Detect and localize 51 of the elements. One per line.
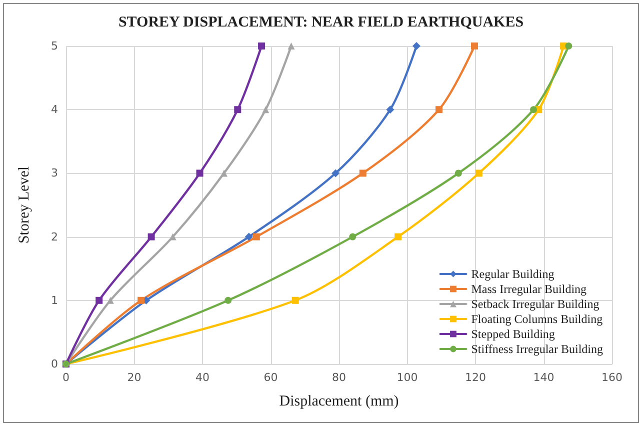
y-tick-label: 4 bbox=[51, 103, 58, 116]
point bbox=[530, 106, 538, 114]
point bbox=[138, 296, 145, 304]
y-tick-label: 5 bbox=[51, 40, 58, 52]
point bbox=[258, 42, 266, 50]
point bbox=[252, 233, 260, 240]
point bbox=[169, 233, 176, 240]
y-tick-label: 3 bbox=[51, 166, 58, 180]
x-tick-label: 100 bbox=[396, 371, 418, 384]
y-tick-label: 2 bbox=[51, 230, 58, 244]
x-tick-label: 80 bbox=[332, 371, 346, 384]
point bbox=[234, 106, 242, 114]
legend-label: Stepped Building bbox=[471, 327, 555, 341]
point bbox=[435, 106, 442, 114]
legend-label: Setback Irregular Building bbox=[471, 297, 600, 311]
point bbox=[386, 106, 394, 114]
legend-label: Floating Columns Building bbox=[471, 312, 603, 326]
chart-title: STOREY DISPLACEMENT: NEAR FIELD EARTHQUAKES bbox=[118, 14, 524, 30]
x-tick-label: 0 bbox=[62, 371, 70, 384]
point bbox=[262, 106, 270, 114]
point bbox=[106, 296, 114, 304]
x-tick-label: 20 bbox=[127, 371, 142, 384]
point bbox=[359, 170, 366, 177]
x-tick-label: 60 bbox=[264, 371, 278, 384]
point bbox=[394, 233, 402, 240]
point bbox=[244, 232, 253, 241]
point bbox=[292, 296, 299, 304]
y-tick-label: 1 bbox=[51, 294, 58, 307]
point bbox=[224, 296, 232, 304]
point bbox=[288, 42, 295, 50]
point bbox=[196, 170, 204, 177]
point bbox=[332, 169, 340, 178]
y-axis-title: Storey Level bbox=[16, 166, 32, 244]
y-tick-label: 0 bbox=[51, 358, 58, 370]
point bbox=[412, 42, 420, 50]
x-tick-label: 120 bbox=[465, 371, 486, 384]
x-axis-title: Displacement (mm) bbox=[279, 394, 399, 410]
x-tick-label: 140 bbox=[533, 371, 554, 384]
x-tick-label: 40 bbox=[196, 371, 210, 384]
point bbox=[148, 233, 155, 240]
legend-label: Mass Irregular Building bbox=[471, 282, 587, 296]
point bbox=[96, 296, 103, 304]
point bbox=[565, 42, 572, 50]
legend-label: Regular Building bbox=[471, 267, 554, 281]
legend-label: Stiffness Irregular Building bbox=[471, 342, 604, 356]
point bbox=[454, 170, 462, 177]
point bbox=[470, 42, 478, 50]
point bbox=[220, 170, 228, 177]
x-tick-label: 160 bbox=[602, 371, 622, 384]
point bbox=[475, 170, 482, 177]
point bbox=[349, 233, 356, 240]
